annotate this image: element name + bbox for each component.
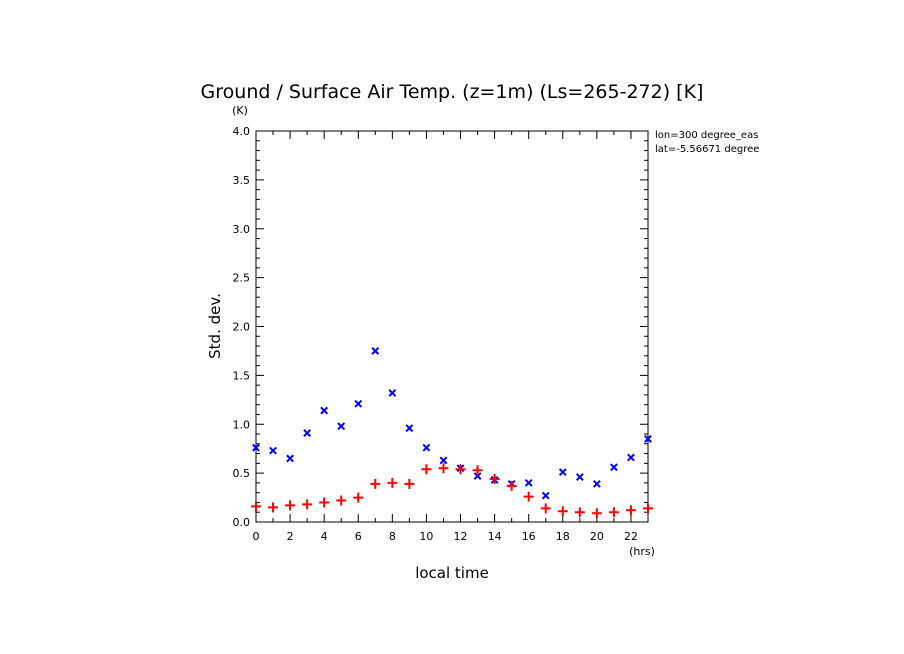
data-point xyxy=(455,464,466,475)
data-point xyxy=(438,463,449,474)
data-point xyxy=(627,453,635,462)
data-point xyxy=(643,503,653,514)
x-tick-label: 18 xyxy=(556,530,570,543)
data-point xyxy=(592,479,601,488)
data-point xyxy=(336,495,347,506)
data-point xyxy=(302,499,313,510)
y-tick-label: 4.0 xyxy=(233,125,251,138)
data-point xyxy=(320,406,329,415)
data-point xyxy=(489,473,500,484)
y-tick-label: 1.5 xyxy=(233,369,251,382)
data-point xyxy=(472,465,483,476)
plot-frame xyxy=(255,130,649,523)
data-point xyxy=(303,429,312,437)
y-tick-label: 3.0 xyxy=(233,223,251,236)
data-point xyxy=(523,491,534,502)
x-tick-label: 0 xyxy=(253,530,260,543)
data-point xyxy=(286,454,294,463)
y-axis-label: Std. dev. xyxy=(206,293,224,359)
data-point xyxy=(252,443,260,452)
data-point xyxy=(370,478,381,489)
data-point xyxy=(387,477,398,488)
data-point xyxy=(388,389,397,397)
x-tick-label: 10 xyxy=(419,530,433,543)
y-tick-label: 0.5 xyxy=(233,467,251,480)
data-point xyxy=(251,501,261,512)
data-marks xyxy=(251,347,653,519)
x-tick-label: 14 xyxy=(488,530,502,543)
data-point xyxy=(439,456,448,465)
y-tick-label: 1.0 xyxy=(233,418,251,431)
data-point xyxy=(610,463,618,472)
x-unit-label: (hrs) xyxy=(629,545,655,558)
x-tick-label: 22 xyxy=(624,530,638,543)
x-axis-label: local time xyxy=(415,564,489,582)
y-tick-label: 2.0 xyxy=(233,321,251,334)
y-tick-label: 2.5 xyxy=(233,272,251,285)
data-point xyxy=(285,500,296,511)
x-tick-label: 2 xyxy=(287,530,294,543)
data-point xyxy=(404,478,415,489)
x-tick-label: 12 xyxy=(454,530,468,543)
y-unit-label: (K) xyxy=(232,104,248,117)
data-point xyxy=(269,446,277,455)
data-point xyxy=(371,347,380,355)
data-point xyxy=(506,480,517,491)
x-tick-label: 6 xyxy=(355,530,362,543)
data-point xyxy=(405,424,414,433)
annotation-lat: lat=-5.56671 degree xyxy=(655,144,759,155)
data-point xyxy=(575,473,584,481)
data-point xyxy=(421,464,432,475)
data-point xyxy=(591,508,602,519)
y-tick-label: 0.0 xyxy=(233,516,251,529)
axis-ticks: 0 2 4 6 8 10 12 14 16 18 20 22 0.0 0.5 1.0 1.5 2.0 2.5 3.0… xyxy=(233,125,649,543)
data-point xyxy=(644,435,652,443)
y-tick-label: 3.5 xyxy=(233,174,251,187)
data-point xyxy=(268,502,279,513)
data-point xyxy=(625,505,636,516)
data-point xyxy=(608,507,619,518)
data-point xyxy=(524,478,533,487)
data-point xyxy=(557,506,568,517)
data-point xyxy=(337,422,346,431)
x-tick-label: 16 xyxy=(522,530,536,543)
data-point xyxy=(473,472,482,480)
x-tick-label: 4 xyxy=(321,530,328,543)
data-point xyxy=(354,399,363,408)
data-point xyxy=(422,443,431,452)
data-point xyxy=(540,503,551,514)
data-point xyxy=(541,491,550,500)
data-point xyxy=(319,497,330,508)
data-point xyxy=(574,507,585,518)
x-tick-label: 20 xyxy=(590,530,604,543)
data-point xyxy=(558,468,567,477)
data-point xyxy=(353,492,364,503)
chart-title: Ground / Surface Air Temp. (z=1m) (Ls=26… xyxy=(201,81,704,103)
annotation-lon: lon=300 degree_eas xyxy=(655,130,758,141)
x-tick-label: 8 xyxy=(389,530,396,543)
